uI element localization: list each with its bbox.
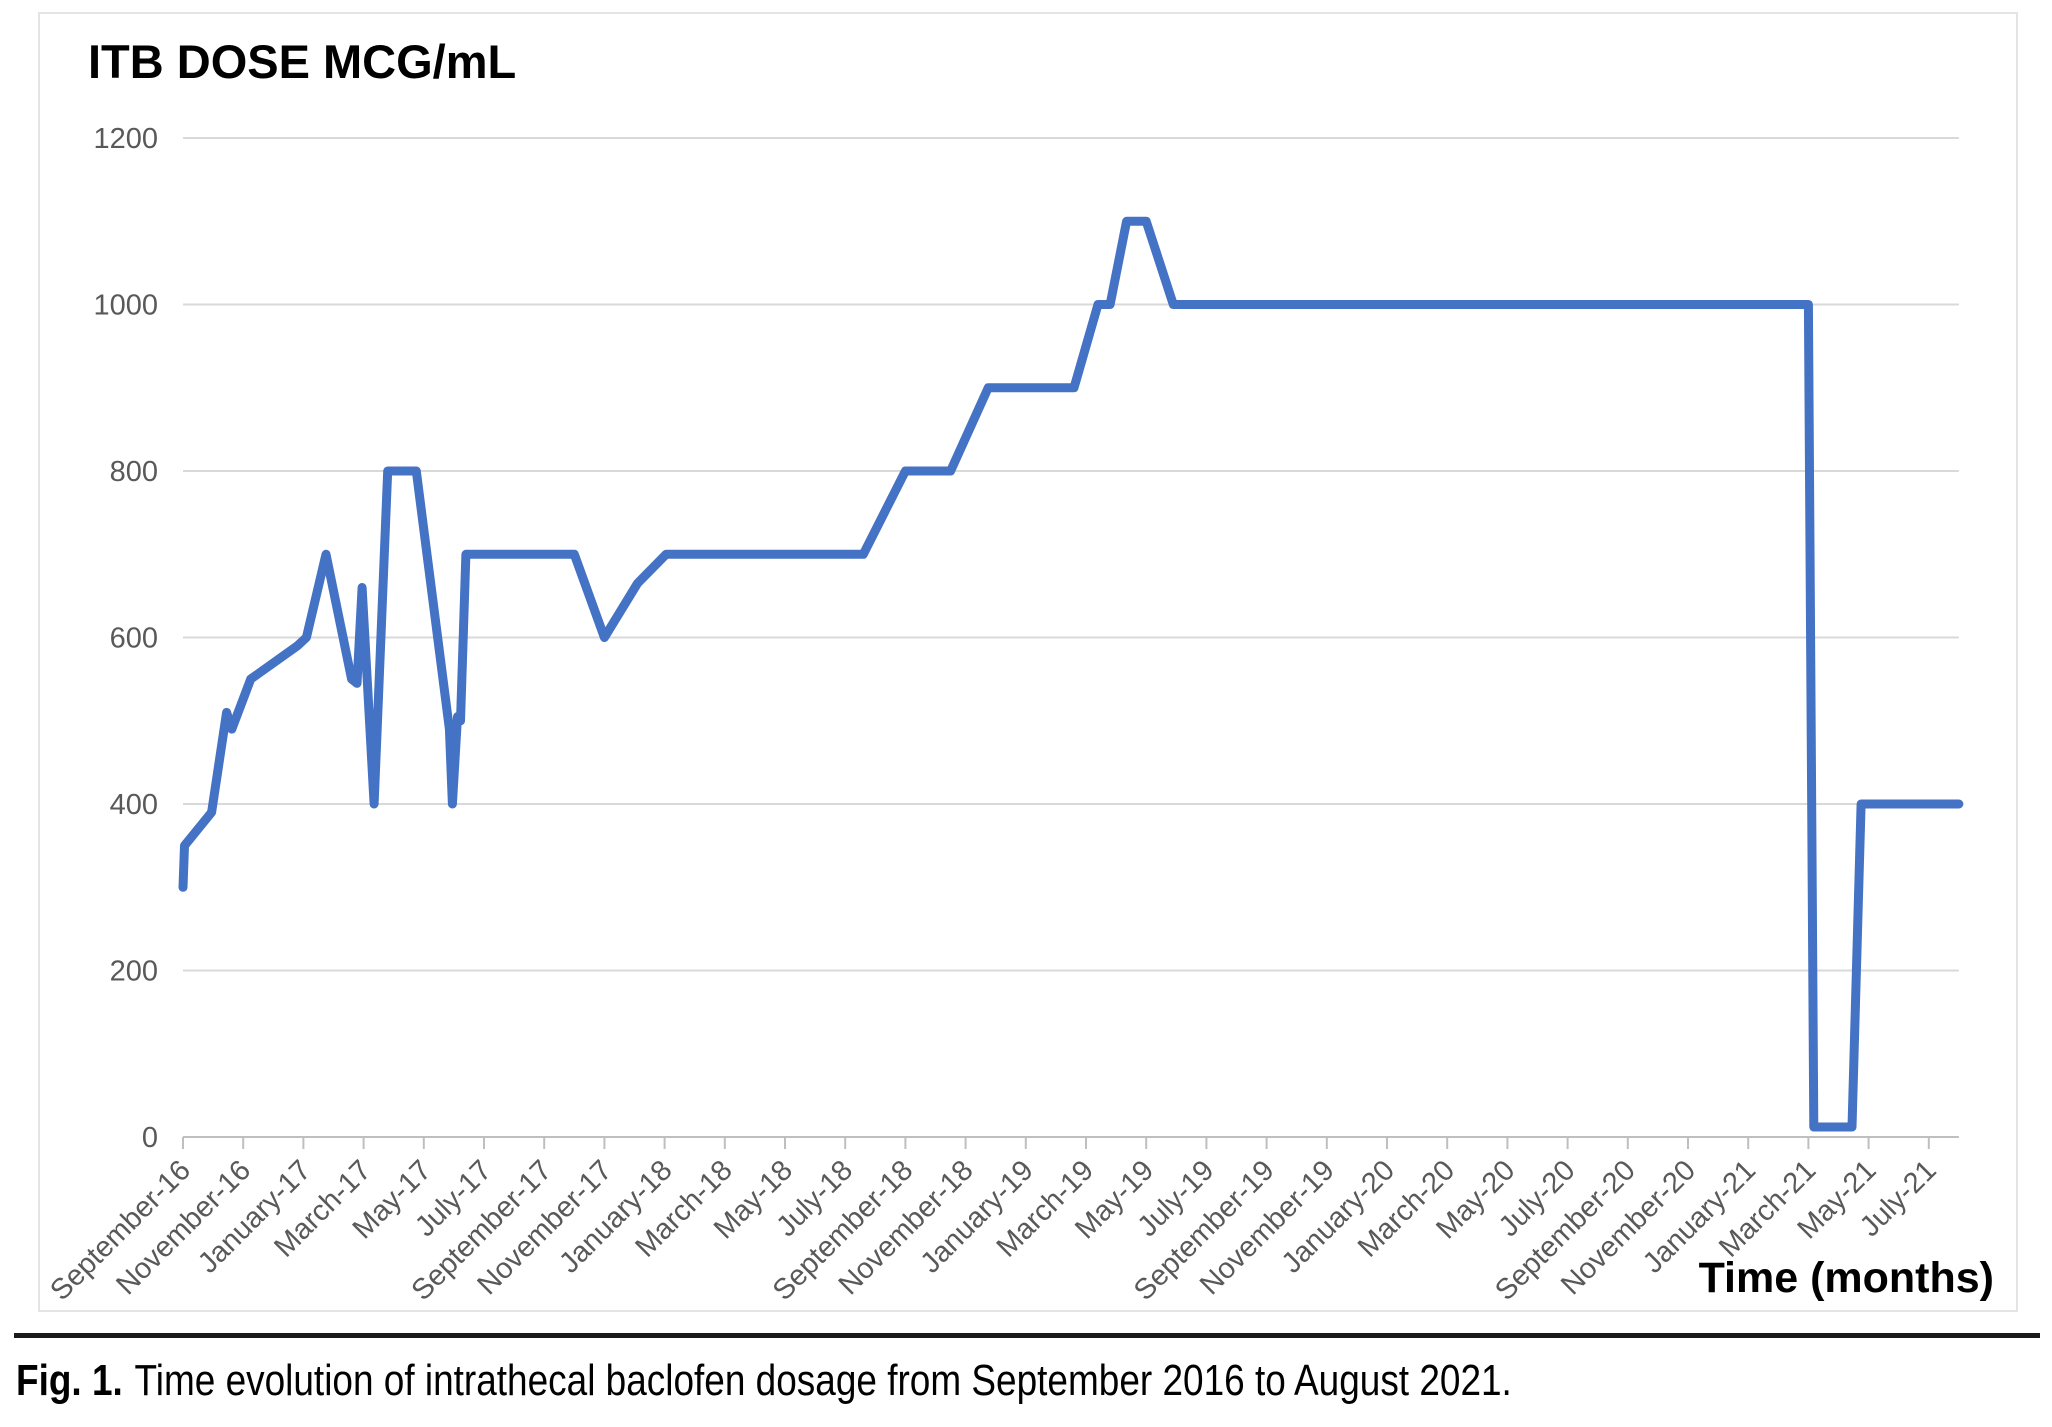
caption-rule — [14, 1333, 2040, 1338]
chart-title: ITB DOSE MCG/mL — [88, 35, 517, 88]
series-line — [178, 216, 1964, 1132]
x-axis-title: Time (months) — [1698, 1254, 1994, 1302]
y-tick-label: 1000 — [93, 290, 158, 322]
y-tick-label: 400 — [110, 789, 158, 821]
y-tick-label: 0 — [142, 1122, 158, 1154]
y-tick-label: 1200 — [93, 123, 158, 155]
caption-label: Fig. 1. — [16, 1356, 123, 1405]
y-tick-label: 600 — [110, 623, 158, 655]
y-tick-label: 200 — [110, 956, 158, 988]
y-tick-label: 800 — [110, 456, 158, 488]
figure-caption: Fig. 1. Time evolution of intrathecal bac… — [16, 1356, 1512, 1406]
caption-text: Time evolution of intrathecal baclofen d… — [134, 1356, 1512, 1405]
